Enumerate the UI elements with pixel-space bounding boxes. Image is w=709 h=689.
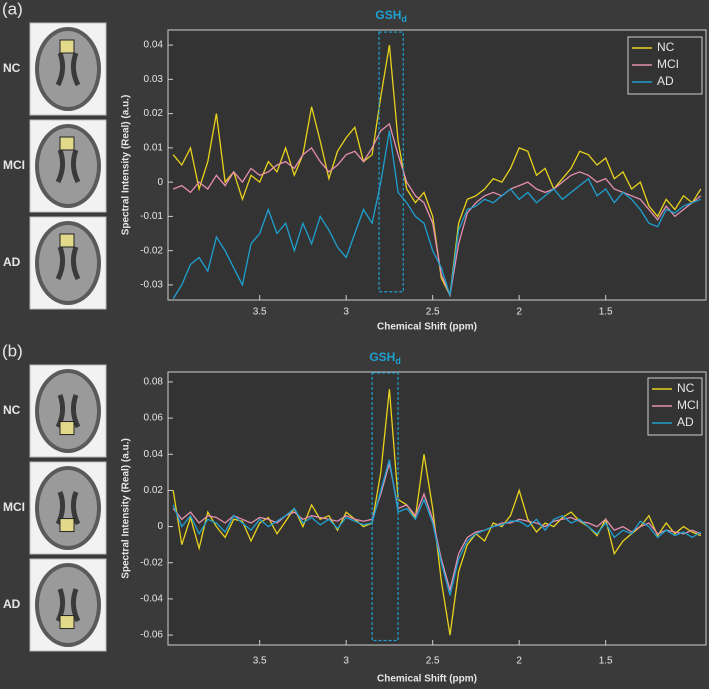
y-tick-label: -0.06 [140,630,163,641]
y-tick-label: -0.03 [140,280,163,291]
roi [59,233,75,248]
annotation-subscript: d [401,14,407,24]
annotation: GSHd [369,350,401,366]
y-tick-label: 0 [157,177,163,188]
x-tick-label: 2 [516,307,522,318]
annotation-subscript: d [395,356,401,366]
brain [39,470,97,546]
plot-area [167,29,707,301]
panel-label: (a) [2,0,23,18]
y-tick-label: 0.08 [144,377,164,388]
y-tick-label: -0.01 [140,211,163,222]
x-tick-label: 3 [343,656,349,667]
panel-label: (b) [2,341,23,360]
x-tick-label: 3 [343,307,349,318]
y-axis-label: Spectral Intensity (Real) (a.u.) [121,438,132,579]
y-tick-label: 0.02 [144,108,164,119]
ventricles [55,588,81,623]
highlight-box [371,372,399,642]
y-tick-label: 0 [157,521,163,532]
x-axis-label: Chemical Shift (ppm) [377,322,477,333]
roi [59,615,75,630]
y-axis-label: Spectral Intensity (Real) (a.u.) [121,95,132,236]
thumbnail-label: AD [3,597,21,611]
roi [59,39,75,54]
plot-area [167,371,707,646]
x-tick-label: 1.5 [599,656,613,667]
x-tick-label: 1.5 [599,307,613,318]
brain [39,31,97,107]
y-tick-label: 0.04 [144,449,164,460]
y-tick-label: -0.04 [140,594,163,605]
thumbnail-label: MCI [3,500,25,514]
x-axis-label: Chemical Shift (ppm) [377,674,477,685]
ventricles [55,149,81,184]
y-tick-label: 0.03 [144,74,164,85]
legend-label: AD [657,74,674,88]
x-tick-label: 2 [516,656,522,667]
roi [59,518,75,533]
annotation: GSHd [375,8,407,24]
x-tick-label: 2.5 [426,307,440,318]
brain [39,128,97,204]
brain [39,225,97,301]
annotation-text: GSH [375,8,401,22]
series-line [172,130,702,299]
ventricles [55,394,81,429]
x-tick-label: 3.5 [253,307,267,318]
x-tick-label: 2.5 [426,656,440,667]
legend-box [647,377,703,436]
roi [59,136,75,151]
thumbnail-label: AD [3,255,21,269]
roi [59,421,75,436]
brain [39,567,97,643]
y-tick-label: 0.06 [144,413,164,424]
y-tick-label: 0.02 [144,485,164,496]
highlight-box [378,31,404,293]
series-line [172,122,702,298]
brain [39,373,97,449]
ventricles [55,246,81,281]
ventricles [55,52,81,87]
thumbnail-label: NC [3,61,21,75]
legend-label: MCI [657,57,679,71]
y-tick-label: -0.02 [140,245,163,256]
annotation-text: GSH [369,350,395,364]
legend-label: MCI [677,398,699,412]
series-line [172,459,702,596]
thumbnail-label: MCI [3,158,25,172]
thumbnail-label: NC [3,403,21,417]
x-tick-label: 3.5 [253,656,267,667]
legend-label: NC [677,381,695,395]
legend-label: AD [677,415,694,429]
y-tick-label: 0.01 [144,143,164,154]
ventricles [55,491,81,526]
legend-label: NC [657,40,675,54]
y-tick-label: 0.04 [144,40,164,51]
series-line [172,463,702,593]
y-tick-label: -0.02 [140,557,163,568]
